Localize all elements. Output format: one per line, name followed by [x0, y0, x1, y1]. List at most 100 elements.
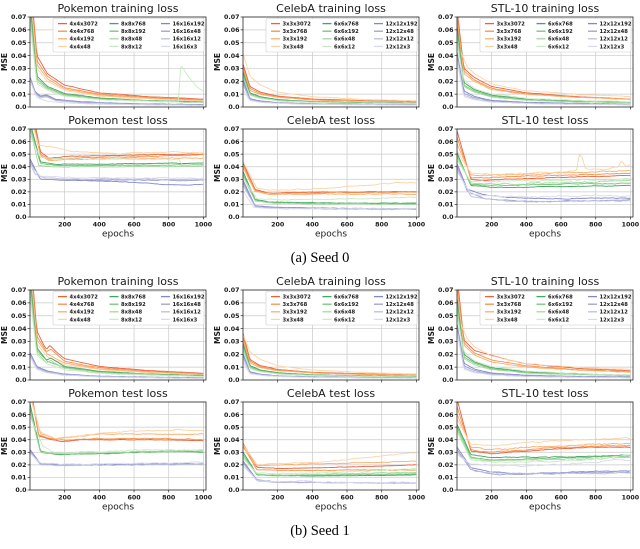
- y-tick-label: 0.02: [438, 78, 454, 85]
- series-8x8x12: [30, 416, 204, 454]
- x-tick-label: 400: [93, 222, 107, 229]
- y-tick-label: 0.03: [438, 339, 454, 346]
- series-12x12x3: [457, 171, 631, 199]
- x-axis-label: epochs: [529, 503, 561, 513]
- series-12x12x48: [457, 55, 631, 105]
- y-tick-label: 0.04: [11, 326, 27, 333]
- seed-0-block: 0.0 0.01 0.02 0.03 0.04 0.05 0.06 0.07 Pokemon t…: [0, 2, 640, 275]
- series-8x8x192: [30, 408, 204, 455]
- y-axis-label: MSE: [213, 164, 222, 182]
- legend-label: 3x3x48: [283, 317, 305, 323]
- y-tick-label: 0.02: [224, 189, 240, 196]
- series-6x6x768: [243, 171, 417, 204]
- series-6x6x12: [243, 79, 417, 105]
- chart-title: STL-10 training loss: [491, 2, 600, 15]
- y-tick-label: 0.06: [11, 300, 27, 307]
- series-3x3x192: [457, 144, 631, 177]
- chart-pokemon-training-loss-seed-0: 0.0 0.01 0.02 0.03 0.04 0.05 0.06 0.07 Pokemon t…: [0, 2, 207, 111]
- x-tick-label: 800: [162, 495, 176, 502]
- x-tick-label: 200: [58, 222, 72, 229]
- series-8x8x48: [30, 129, 204, 168]
- series-3x3x3072: [243, 64, 417, 103]
- chart-stl-10-training-loss-seed-1: 0.0 0.01 0.02 0.03 0.04 0.05 0.06 0.07 STL-10 tr…: [427, 275, 634, 384]
- y-tick-label: 0.0: [15, 104, 27, 111]
- y-tick-label: 0.05: [11, 424, 27, 431]
- legend-label: 4x4x768: [70, 302, 95, 308]
- legend-label: 3x3x192: [283, 310, 308, 316]
- legend-label: 6x6x192: [548, 302, 573, 308]
- series-3x3x768: [457, 137, 631, 179]
- chart-title: CelebA test loss: [287, 114, 375, 127]
- series-6x6x192: [457, 155, 631, 187]
- series-6x6x48: [457, 429, 631, 462]
- plot-frame: [242, 128, 420, 218]
- x-tick-label: 400: [306, 495, 320, 502]
- x-tick-label: 200: [485, 222, 499, 229]
- series-3x3x48: [243, 161, 417, 191]
- legend: 4x4x30724x4x7684x4x1924x4x488x8x7688x8x1…: [52, 18, 205, 53]
- y-tick-label: 0.02: [438, 462, 454, 469]
- y-tick-label: 0.0: [442, 104, 454, 111]
- legend-label: 8x8x48: [121, 37, 143, 43]
- y-tick-label: 0.02: [11, 78, 27, 85]
- series-6x6x48: [243, 456, 417, 476]
- legend-label: 12x12x3: [600, 44, 625, 50]
- y-tick-label: 0.03: [11, 66, 27, 73]
- x-tick-label: 800: [375, 222, 389, 229]
- legend-label: 3x3x768: [283, 302, 308, 308]
- legend-label: 6x6x192: [334, 29, 359, 35]
- y-tick-label: 0.01: [224, 364, 240, 371]
- series-12x12x3: [457, 332, 631, 379]
- y-tick-label: 0.04: [438, 53, 454, 60]
- x-tick-label: 600: [127, 222, 141, 229]
- y-tick-label: 0.06: [224, 27, 240, 34]
- y-tick-label: 0.0: [15, 377, 27, 384]
- y-tick-label: 0.01: [11, 475, 27, 482]
- legend-label: 12x12x3: [600, 317, 625, 323]
- series-4x4x48: [33, 129, 204, 155]
- legend-label: 6x6x768: [334, 22, 359, 28]
- legend-label: 6x6x768: [548, 22, 573, 28]
- legend-label: 12x12x48: [600, 302, 629, 308]
- y-tick-label: 0.06: [438, 412, 454, 419]
- legend-label: 16x16x192: [173, 295, 205, 301]
- series-8x8x12: [30, 135, 204, 166]
- series-3x3x768: [243, 165, 417, 194]
- x-axis-label: epochs: [529, 230, 561, 240]
- chart-pokemon-test-loss-seed-0: 0.0 0.01 0.02 0.03 0.04 0.05 0.06 0.07 200 400 600…: [0, 114, 213, 240]
- x-tick-label: 1000: [408, 495, 426, 502]
- x-tick-label: 400: [520, 222, 534, 229]
- legend-label: 8x8x48: [121, 310, 143, 316]
- y-tick-label: 0.03: [11, 339, 27, 346]
- x-tick-label: 800: [589, 222, 603, 229]
- charts-grid-seed-0: 0.0 0.01 0.02 0.03 0.04 0.05 0.06 0.07 Pokemon t…: [0, 2, 640, 244]
- legend-label: 12x12x192: [600, 295, 632, 301]
- legend-label: 12x12x12: [600, 37, 629, 43]
- legend-label: 8x8x12: [121, 317, 143, 323]
- legend: 3x3x30723x3x7683x3x1923x3x486x6x7686x6x1…: [479, 291, 632, 326]
- y-tick-label: 0.06: [11, 139, 27, 146]
- y-tick-label: 0.05: [438, 151, 454, 158]
- legend-label: 12x12x3: [386, 317, 411, 323]
- legend-label: 6x6x48: [548, 37, 570, 43]
- series-16x16x3: [30, 356, 204, 380]
- legend-label: 4x4x48: [70, 317, 92, 323]
- legend-label: 16x16x48: [173, 29, 202, 35]
- y-axis-label: MSE: [213, 326, 222, 344]
- y-tick-label: 0.03: [438, 176, 454, 183]
- y-tick-label: 0.01: [224, 475, 240, 482]
- legend-box: [479, 18, 632, 53]
- series-4x4x768: [32, 17, 204, 101]
- y-tick-label: 0.07: [11, 14, 27, 21]
- legend-label: 4x4x768: [70, 29, 95, 35]
- x-axis-label: epochs: [102, 230, 134, 240]
- y-tick-label: 0.01: [224, 202, 240, 209]
- series-8x8x192: [30, 129, 204, 167]
- y-tick-label: 0.04: [11, 437, 27, 444]
- y-tick-label: 0.06: [224, 300, 240, 307]
- series-4x4x3072: [35, 129, 204, 159]
- x-tick-label: 1000: [195, 222, 213, 229]
- chart-stl-10-test-loss-seed-0: 0.0 0.01 0.02 0.03 0.04 0.05 0.06 0.07 200 400 600…: [427, 114, 640, 240]
- y-tick-label: 0.01: [11, 364, 27, 371]
- legend-label: 12x12x192: [600, 22, 632, 28]
